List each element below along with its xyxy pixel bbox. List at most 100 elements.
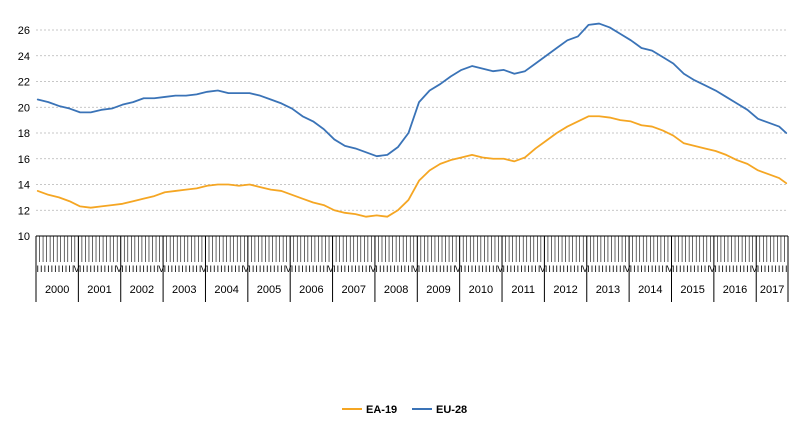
month-label: I xyxy=(358,264,361,274)
month-label: V xyxy=(624,264,630,274)
month-label: V xyxy=(328,264,334,274)
month-label: V xyxy=(540,264,546,274)
month-label: V xyxy=(201,264,207,274)
month-label: I xyxy=(428,264,431,274)
y-axis-tick-labels: 10 12 14 16 18 20 22 24 26 xyxy=(18,25,30,243)
month-label: I xyxy=(598,264,601,274)
month-label: I xyxy=(683,264,686,274)
month-label: I xyxy=(612,264,615,274)
month-label: I xyxy=(492,264,495,274)
year-label: 2011 xyxy=(511,284,535,296)
month-label: V xyxy=(243,264,249,274)
month-label: I xyxy=(51,264,54,274)
month-label: V xyxy=(158,264,164,274)
month-label: I xyxy=(280,264,283,274)
month-label: I xyxy=(690,264,693,274)
month-label: I xyxy=(379,264,382,274)
y-tick-label: 20 xyxy=(18,102,30,114)
month-label: I xyxy=(771,264,774,274)
month-label: I xyxy=(255,264,258,274)
month-label: V xyxy=(582,264,588,274)
month-label: I xyxy=(340,264,343,274)
month-label: I xyxy=(785,264,788,274)
month-label: I xyxy=(481,264,484,274)
month-label: I xyxy=(347,264,350,274)
year-label: 2007 xyxy=(342,284,366,296)
month-label: I xyxy=(665,264,668,274)
month-label: I xyxy=(693,264,696,274)
month-label: I xyxy=(86,264,89,274)
month-label: I xyxy=(100,264,103,274)
month-label: I xyxy=(676,264,679,274)
month-label: I xyxy=(432,264,435,274)
month-label: I xyxy=(450,264,453,274)
y-tick-label: 22 xyxy=(18,77,30,89)
month-label: I xyxy=(760,264,763,274)
month-label: I xyxy=(361,264,364,274)
month-label: I xyxy=(623,264,626,274)
month-label: V xyxy=(413,264,419,274)
month-label: I xyxy=(418,264,421,274)
month-label: I xyxy=(488,264,491,274)
month-label: I xyxy=(220,264,223,274)
month-label: V xyxy=(74,264,80,274)
legend: EA-19 EU-28 xyxy=(342,404,467,416)
month-label: I xyxy=(61,264,64,274)
month-label: I xyxy=(697,264,700,274)
month-label: I xyxy=(146,264,149,274)
month-label: I xyxy=(570,264,573,274)
month-label: I xyxy=(400,264,403,274)
month-label: I xyxy=(319,264,322,274)
month-label: I xyxy=(54,264,57,274)
month-label: I xyxy=(732,264,735,274)
month-label: I xyxy=(580,264,583,274)
month-label: V xyxy=(116,264,122,274)
month-label: I xyxy=(563,264,566,274)
month-label: I xyxy=(128,264,131,274)
month-label: I xyxy=(231,264,234,274)
month-label: I xyxy=(686,264,689,274)
month-label: I xyxy=(344,264,347,274)
year-label: 2006 xyxy=(299,284,323,296)
month-label: I xyxy=(164,264,167,274)
month-label: I xyxy=(725,264,728,274)
month-label: I xyxy=(718,264,721,274)
month-label: I xyxy=(439,264,442,274)
month-label: I xyxy=(471,264,474,274)
month-label: I xyxy=(587,264,590,274)
month-label: V xyxy=(497,264,503,274)
month-label: I xyxy=(305,264,308,274)
month-label: I xyxy=(446,264,449,274)
month-label: I xyxy=(337,264,340,274)
month-label: I xyxy=(714,264,717,274)
month-label: I xyxy=(354,264,357,274)
month-label: I xyxy=(322,264,325,274)
month-label: I xyxy=(217,264,220,274)
month-label: I xyxy=(89,264,92,274)
month-label: I xyxy=(651,264,654,274)
month-label: I xyxy=(527,264,530,274)
month-label: I xyxy=(68,264,71,274)
month-label: I xyxy=(464,264,467,274)
month-label: I xyxy=(425,264,428,274)
month-label: I xyxy=(778,264,781,274)
month-label: I xyxy=(139,264,142,274)
month-label: I xyxy=(308,264,311,274)
y-tick-label: 26 xyxy=(18,25,30,37)
month-label: I xyxy=(407,264,410,274)
month-label: I xyxy=(397,264,400,274)
month-label: I xyxy=(312,264,315,274)
month-label: I xyxy=(301,264,304,274)
month-label: I xyxy=(591,264,594,274)
month-label: I xyxy=(566,264,569,274)
month-label: I xyxy=(195,264,198,274)
year-label: 2002 xyxy=(130,284,154,296)
month-label: I xyxy=(368,264,371,274)
month-label: I xyxy=(647,264,650,274)
month-label: I xyxy=(503,264,506,274)
series-lines xyxy=(36,22,788,218)
month-label: I xyxy=(672,264,675,274)
month-label: I xyxy=(185,264,188,274)
y-tick-label: 18 xyxy=(18,128,30,140)
